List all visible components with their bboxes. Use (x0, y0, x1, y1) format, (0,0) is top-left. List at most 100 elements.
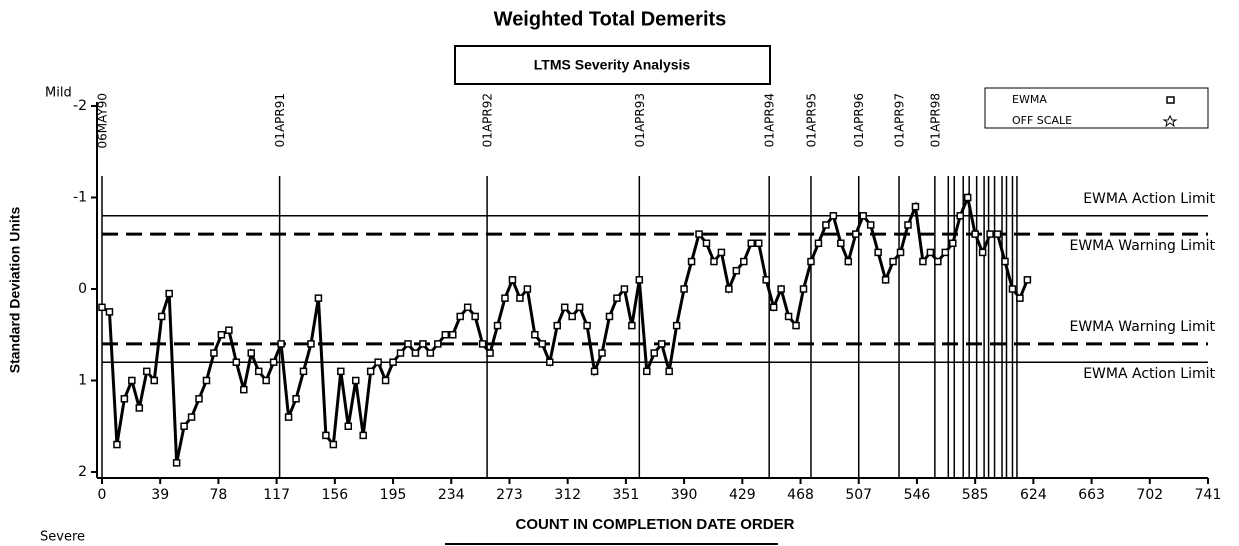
ewma-marker (516, 294, 524, 302)
ewma-marker (725, 285, 733, 293)
date-label: 01APR95 (804, 93, 818, 147)
legend-label: OFF SCALE (1012, 114, 1072, 127)
ewma-marker (762, 276, 770, 284)
ewma-marker (150, 376, 158, 385)
x-tick-label: 234 (438, 487, 465, 503)
ewma-marker (732, 266, 741, 275)
ewma-marker (143, 367, 151, 376)
x-tick-label: 624 (1020, 487, 1047, 503)
ewma-marker (949, 239, 957, 247)
ewma-marker (926, 248, 935, 257)
ewma-marker (381, 376, 390, 385)
ewma-marker (411, 349, 420, 357)
ewma-marker (852, 230, 860, 238)
x-tick-label: 546 (904, 487, 931, 503)
ewma-marker (471, 312, 479, 321)
ewma-marker (672, 321, 681, 330)
ewma-marker (829, 212, 838, 220)
ewma-marker (195, 395, 203, 403)
ewma-marker (322, 431, 330, 440)
ewma-marker (628, 321, 636, 330)
legend-box (984, 87, 1209, 129)
ewma-marker (292, 395, 300, 403)
legend-symbol (1166, 96, 1175, 104)
subtitle: LTMS Severity Analysis (534, 57, 691, 73)
ewma-marker (583, 321, 591, 330)
reference-label: EWMA Warning Limit (1069, 319, 1215, 335)
x-tick-label: 741 (1195, 487, 1222, 503)
ewma-marker (740, 257, 748, 266)
x-tick-label: 78 (210, 487, 228, 503)
ewma-marker (113, 440, 121, 449)
ewma-marker (389, 358, 397, 366)
x-tick-label: 507 (845, 487, 872, 503)
y-axis-label: Standard Deviation Units (7, 207, 23, 374)
ewma-marker (717, 248, 726, 257)
ewma-marker (374, 358, 382, 366)
ewma-marker (426, 349, 435, 357)
ewma-marker (165, 289, 173, 298)
ewma-marker (799, 285, 808, 293)
ewma-marker (493, 321, 502, 330)
ewma-marker (508, 276, 517, 284)
ewma-marker (344, 422, 353, 430)
x-tick-label: 468 (787, 487, 814, 503)
ewma-marker (262, 376, 270, 385)
x-tick-label: 312 (554, 487, 581, 503)
x-tick-label: 273 (496, 487, 523, 503)
ewma-marker (419, 340, 427, 348)
legend-label: EWMA (1012, 93, 1047, 106)
x-tick-label: 195 (380, 487, 407, 503)
ewma-marker (643, 367, 651, 376)
ewma-marker (225, 326, 233, 334)
ewma-marker (1001, 257, 1009, 266)
ewma-marker (650, 349, 659, 357)
ewma-marker (911, 202, 920, 211)
ewma-marker (971, 230, 979, 238)
ewma-marker (254, 367, 263, 376)
x-tick-label: 39 (151, 487, 169, 503)
date-label: 01APR94 (763, 93, 777, 147)
ewma-line (101, 192, 1029, 464)
ewma-marker (993, 230, 1002, 238)
ewma-marker (784, 312, 793, 321)
ewma-marker (120, 395, 129, 403)
ewma-marker (538, 340, 547, 348)
ewma-marker (456, 312, 464, 321)
date-label: 01APR97 (893, 93, 907, 147)
date-label: 06MAY90 (96, 93, 110, 149)
ewma-marker (657, 340, 666, 348)
y-tick-label: 0 (78, 281, 87, 297)
x-tick-label: 390 (671, 487, 698, 503)
ewma-marker (351, 376, 360, 385)
ewma-marker (329, 440, 338, 449)
ewma-marker (180, 422, 188, 430)
ewma-marker (620, 285, 629, 293)
ewma-marker (889, 257, 897, 266)
ewma-marker (792, 321, 800, 330)
ewma-marker (866, 221, 875, 229)
ewma-marker (157, 312, 166, 321)
ewma-marker (359, 431, 367, 440)
ewma-marker (777, 285, 785, 293)
ewma-marker (702, 239, 711, 247)
ewma-marker (337, 367, 345, 376)
date-label: 01APR91 (273, 93, 287, 147)
ewma-marker (680, 285, 688, 293)
y-tick-label: 2 (78, 464, 87, 480)
ewma-marker (769, 303, 778, 312)
ewma-marker (105, 308, 114, 316)
date-label: 01APR92 (481, 93, 495, 147)
ewma-marker (568, 312, 576, 321)
ewma-marker (687, 257, 696, 266)
ewma-marker (941, 248, 950, 257)
ewma-marker (822, 221, 830, 229)
ewma-marker (240, 385, 248, 394)
ewma-marker (1016, 294, 1024, 302)
x-tick-label: 0 (98, 487, 107, 503)
ewma-marker (560, 303, 569, 312)
x-tick-label: 429 (729, 487, 756, 503)
ewma-marker (590, 367, 599, 376)
x-tick-label: 117 (263, 487, 290, 503)
ewma-marker (896, 248, 905, 257)
